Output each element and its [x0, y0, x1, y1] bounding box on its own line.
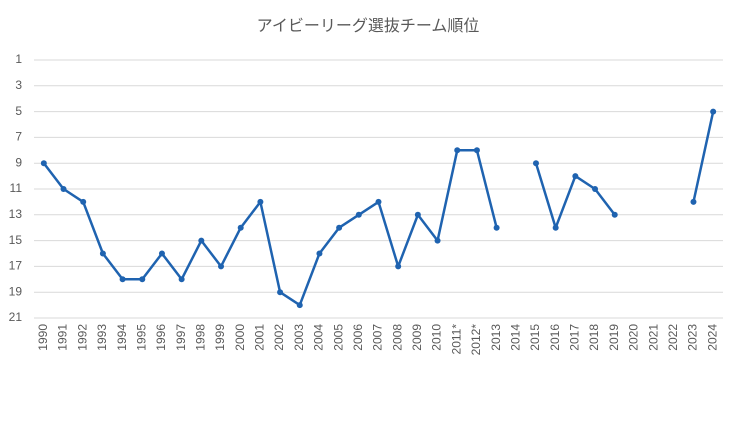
x-tick-label: 2007: [371, 324, 385, 351]
x-tick-label: 2008: [390, 324, 404, 351]
point: [592, 186, 599, 192]
chart-title: アイビーリーグ選抜チーム順位: [257, 17, 480, 35]
y-tick-label: 5: [15, 104, 22, 118]
point: [80, 198, 87, 205]
point: [532, 160, 539, 167]
point: [395, 263, 402, 270]
x-tick-label: 2003: [292, 324, 306, 351]
x-tick-label: 1991: [56, 324, 70, 351]
x-tick-label: 2014: [508, 324, 522, 351]
x-tick-label: 1993: [95, 324, 109, 351]
point: [454, 147, 461, 154]
x-tick-label: 2002: [272, 324, 286, 351]
x-tick-label: 2015: [528, 324, 542, 351]
x-tick-label: 2013: [489, 324, 503, 351]
point: [158, 250, 165, 257]
x-tick-label: 2022: [666, 324, 680, 351]
point: [572, 173, 579, 180]
y-tick-label: 1: [15, 52, 22, 66]
point: [434, 237, 441, 244]
point: [60, 186, 67, 192]
x-tick-label: 2009: [410, 324, 424, 351]
x-tick-label: 2017: [568, 324, 582, 351]
point: [552, 224, 559, 231]
x-tick-label: 1994: [115, 324, 129, 351]
x-tick-label: 2021: [646, 324, 660, 351]
point: [277, 289, 284, 296]
x-tick-label: 2018: [587, 324, 601, 351]
x-tick-label: 2000: [233, 324, 247, 351]
point: [218, 263, 225, 270]
x-tick-label: 2020: [627, 324, 641, 351]
y-tick-label: 13: [9, 207, 23, 221]
point: [119, 276, 126, 283]
point: [257, 198, 264, 205]
y-tick-label: 17: [9, 259, 23, 273]
point: [139, 276, 146, 283]
x-tick-label: 1996: [154, 324, 168, 351]
point: [493, 224, 500, 231]
y-tick-label: 7: [15, 130, 22, 144]
x-tick-label: 2023: [686, 324, 700, 351]
point: [710, 108, 717, 115]
x-tick-label: 2011*: [449, 324, 463, 355]
x-tick-label: 1997: [174, 324, 188, 351]
point: [296, 302, 303, 309]
point: [40, 160, 47, 167]
point: [690, 198, 697, 205]
x-tick-label: 2019: [607, 324, 621, 351]
x-tick-label: 2012*: [469, 324, 483, 356]
x-tick-label: 2010: [430, 324, 444, 351]
y-tick-label: 3: [15, 78, 22, 92]
x-tick-label: 2016: [548, 324, 562, 351]
y-tick-label: 21: [9, 310, 23, 324]
point: [178, 276, 185, 283]
y-tick-label: 19: [9, 284, 23, 298]
point: [237, 224, 244, 231]
y-tick-label: 9: [15, 155, 22, 169]
x-tick-label: 1998: [194, 324, 208, 351]
point: [375, 198, 382, 205]
point: [336, 224, 343, 231]
x-tick-label: 2005: [331, 324, 345, 351]
y-tick-label: 15: [9, 233, 23, 247]
point: [414, 211, 421, 218]
series-line: [42, 111, 715, 307]
x-tick-label: 1995: [134, 324, 148, 351]
point: [316, 250, 323, 257]
point: [611, 211, 618, 218]
x-tick-label: 2024: [705, 324, 719, 351]
point: [99, 250, 106, 257]
x-tick-label: 2006: [351, 324, 365, 351]
y-tick-label: 11: [10, 181, 23, 195]
x-tick-label: 2004: [312, 324, 326, 351]
x-tick-label: 1999: [213, 324, 227, 351]
point: [473, 147, 480, 154]
x-tick-label: 2001: [253, 324, 267, 351]
x-tick-label: 1992: [75, 324, 89, 351]
point: [355, 211, 362, 218]
x-tick-label: 1990: [36, 324, 50, 351]
point: [198, 237, 205, 244]
